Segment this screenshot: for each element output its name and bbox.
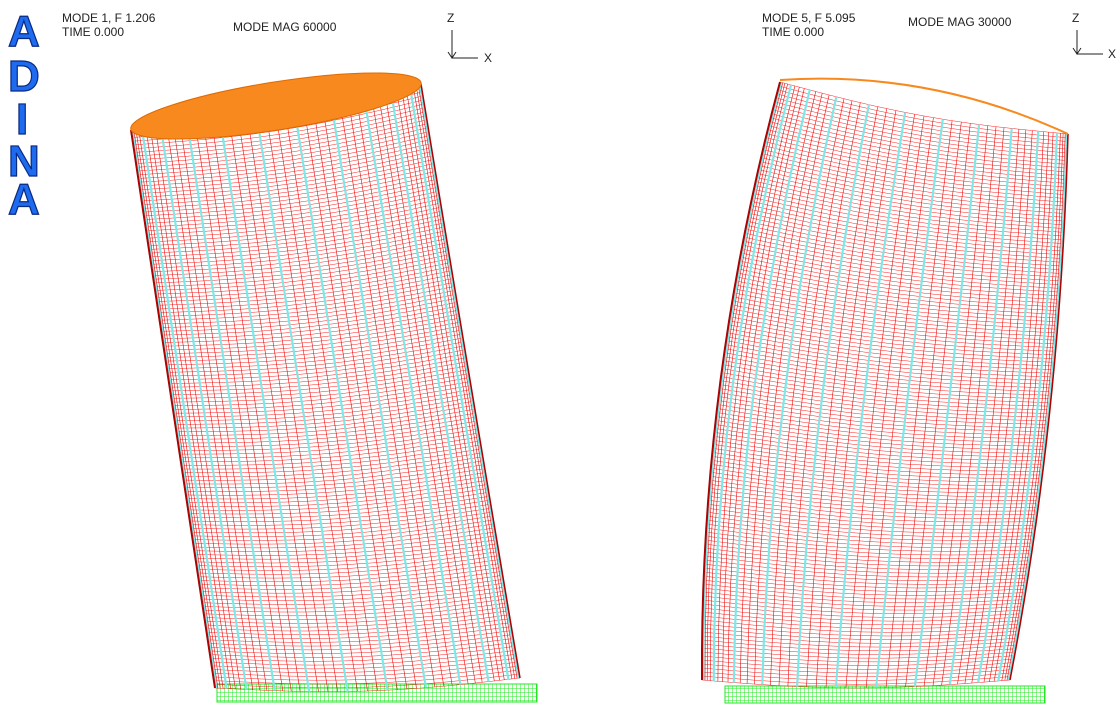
axis-x: X: [1108, 47, 1116, 61]
mesh-line: [385, 93, 482, 683]
axis-triad: [1073, 30, 1103, 54]
logo: A D I N A: [8, 7, 40, 224]
cylinder-mesh: [131, 84, 520, 692]
mesh-line: [340, 103, 435, 687]
axis-triad: [448, 30, 478, 58]
base-mesh: [725, 686, 1045, 703]
mesh-line: [1002, 133, 1061, 680]
logo-letter: D: [8, 52, 40, 101]
cylinder-mesh: [702, 82, 1068, 688]
mesh-line: [239, 120, 329, 691]
time-label: TIME 0.000: [762, 25, 824, 39]
mesh-line: [780, 82, 1068, 134]
mesh-highlight: [420, 84, 519, 678]
axis-x: X: [484, 51, 492, 65]
mesh-highlight: [978, 131, 1038, 682]
mesh-line: [212, 123, 300, 691]
mesh-line: [204, 124, 292, 691]
mesh-line: [406, 88, 504, 680]
mesh-highlight: [257, 118, 348, 692]
logo-letter: A: [8, 175, 40, 224]
mesh-line: [984, 132, 1044, 682]
mesh-line: [229, 121, 318, 691]
mode-label: MODE 5, F 5.095: [762, 11, 856, 25]
mode-label: MODE 1, F 1.206: [62, 11, 156, 25]
logo-letter: A: [8, 7, 40, 56]
mesh-line: [418, 85, 517, 679]
mesh-line: [195, 125, 282, 691]
viewport: A D I N A MODE 1, F 1.206 TIME 0.000 MOD…: [0, 0, 1120, 708]
mesh-highlight: [391, 91, 489, 681]
mesh-line: [416, 85, 515, 678]
time-label: TIME 0.000: [62, 25, 124, 39]
axis-z: Z: [447, 11, 454, 25]
mesh-edge: [421, 84, 520, 678]
mag-label: MODE MAG 60000: [233, 20, 337, 34]
axis-z: Z: [1072, 11, 1079, 25]
page: A D I N A MODE 1, F 1.206 TIME 0.000 MOD…: [0, 0, 1120, 708]
cylinder-top: [780, 79, 1068, 134]
mesh-highlight: [410, 87, 508, 680]
mesh-line: [402, 89, 500, 681]
mag-label: MODE MAG 30000: [908, 15, 1012, 29]
